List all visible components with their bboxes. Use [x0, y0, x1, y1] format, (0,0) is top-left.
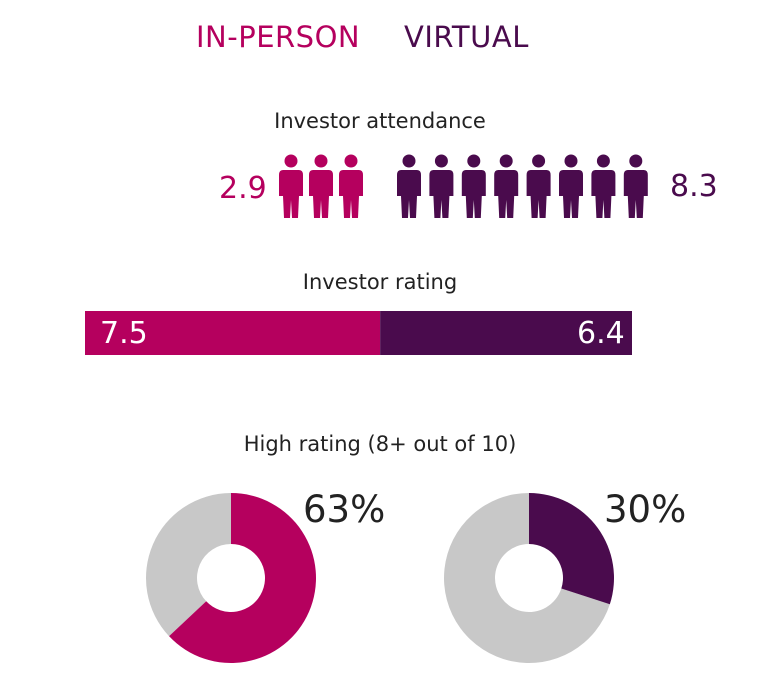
- person-icon: [559, 154, 583, 218]
- person-icon: [309, 154, 333, 218]
- rating-bar-virtual: [380, 311, 632, 355]
- attendance-title: Investor attendance: [274, 109, 486, 133]
- legend-in-person: IN-PERSON: [196, 20, 361, 54]
- person-icon: [461, 154, 486, 218]
- attendance-virtual-value: 8.3: [670, 169, 718, 204]
- person-icon: [279, 154, 303, 218]
- person-icon: [339, 154, 363, 218]
- donut-remainder-slice: [444, 493, 610, 663]
- rating-title: Investor rating: [302, 270, 458, 294]
- person-icon: [591, 154, 616, 218]
- person-icon: [494, 154, 519, 218]
- rating-virtual-value: 6.4: [577, 316, 625, 351]
- donut-remainder-slice: [145, 493, 231, 637]
- person-icon: [526, 154, 551, 218]
- rating-bar-in-person: [85, 311, 381, 355]
- person-icon: [397, 154, 421, 218]
- donut-virtual-percent: 30%: [604, 488, 687, 531]
- legend-virtual: VIRTUAL: [404, 20, 529, 54]
- donut-in-person-percent: 63%: [303, 488, 386, 531]
- donut-value-slice: [529, 493, 614, 605]
- high-rating-title: High rating (8+ out of 10): [243, 432, 517, 456]
- donut-value-slice: [169, 493, 316, 663]
- person-icon: [623, 154, 648, 218]
- attendance-in-person-value: 2.9: [219, 171, 267, 206]
- rating-in-person-value: 7.5: [100, 316, 148, 351]
- person-icon: [429, 154, 454, 218]
